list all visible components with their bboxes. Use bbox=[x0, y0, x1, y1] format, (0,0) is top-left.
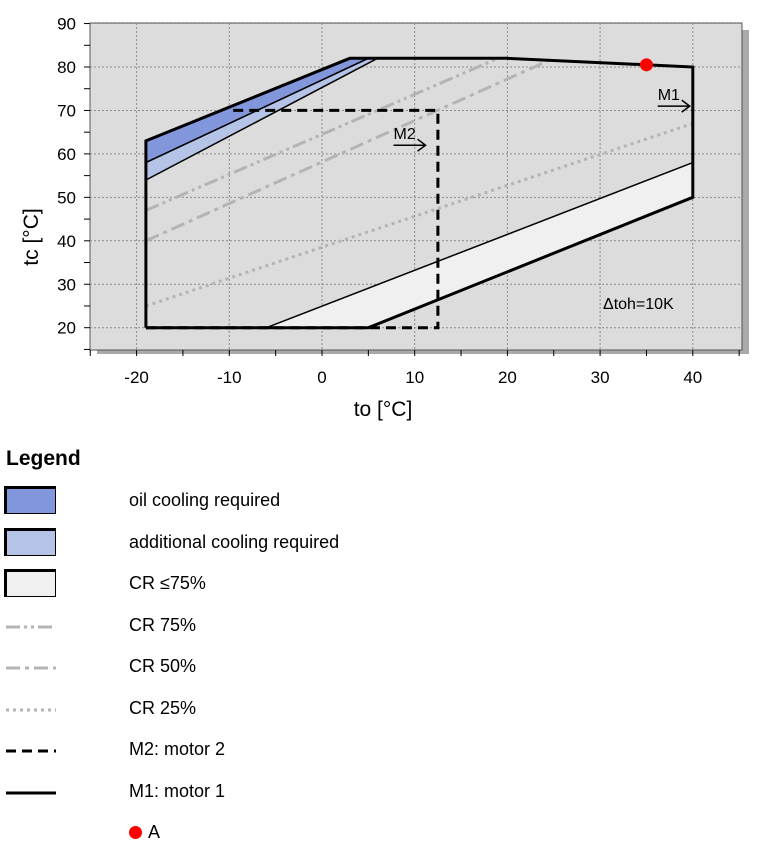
y-tick-label: 80 bbox=[57, 58, 76, 77]
x-tick-label: 40 bbox=[683, 368, 702, 387]
capacity-lines bbox=[145, 56, 694, 308]
envelope-m1-motor-1 bbox=[144, 56, 695, 330]
legend-swatch bbox=[4, 527, 56, 556]
legend-item: additional cooling required bbox=[0, 524, 760, 564]
x-tick-label: 0 bbox=[317, 368, 326, 387]
legend-item: CR 75% bbox=[0, 607, 760, 647]
x-tick-label: -20 bbox=[124, 368, 149, 387]
y-tick-label: 60 bbox=[57, 145, 76, 164]
legend-label: M1: motor 1 bbox=[129, 780, 226, 801]
legend-title: Legend bbox=[6, 447, 81, 470]
line-cr-50 bbox=[145, 56, 555, 243]
legend-swatch bbox=[6, 708, 56, 711]
legend-label: A bbox=[129, 822, 160, 843]
line-cr-25 bbox=[145, 122, 694, 308]
x-tick-label: -10 bbox=[217, 368, 242, 387]
legend-swatch bbox=[6, 791, 56, 794]
y-tick-labels: 20 30 40 50 60 70 80 90 bbox=[57, 15, 76, 338]
x-axis-label: to [°C] bbox=[354, 398, 413, 421]
legend-item: CR 25% bbox=[0, 690, 760, 730]
arrows: M1 M2 bbox=[393, 87, 691, 152]
y-tick-label: 90 bbox=[57, 15, 76, 34]
legend-label: oil cooling required bbox=[129, 490, 281, 510]
legend-item: M1: motor 1 bbox=[0, 773, 760, 813]
legend-label: CR 25% bbox=[129, 697, 197, 718]
legend-swatch-box bbox=[4, 486, 56, 514]
legend-item: M2: motor 2 bbox=[0, 731, 760, 771]
x-tick-labels: -20 -10 0 10 20 30 40 bbox=[124, 368, 702, 387]
legend-swatch bbox=[6, 749, 56, 753]
y-tick-label: 20 bbox=[57, 319, 76, 338]
legend-swatch bbox=[4, 569, 56, 597]
x-tick-label: 10 bbox=[405, 368, 424, 387]
y-tick-label: 40 bbox=[57, 232, 76, 251]
y-tick-label: 70 bbox=[57, 101, 76, 120]
arrow-label-m1: M1 bbox=[658, 87, 680, 104]
annotation-dtoh: Δtoh=10K bbox=[603, 296, 674, 313]
arrow-head bbox=[417, 138, 427, 152]
legend-label: CR 75% bbox=[129, 614, 197, 635]
legend-swatch bbox=[6, 666, 56, 670]
x-tick-label: 30 bbox=[591, 368, 610, 387]
legend-item: CR 50% bbox=[0, 648, 760, 688]
legend-point-a-label: A bbox=[148, 822, 161, 842]
legend-item: CR ≤75% bbox=[0, 565, 760, 605]
legend-item: oil cooling required bbox=[0, 482, 760, 522]
envelopes bbox=[144, 56, 695, 330]
point-a bbox=[639, 58, 653, 72]
legend-label: CR 50% bbox=[129, 656, 197, 676]
x-tick-label: 20 bbox=[498, 368, 517, 387]
legend-item: A bbox=[0, 814, 760, 854]
legend-label: additional cooling required bbox=[129, 531, 340, 552]
arrow-head bbox=[681, 99, 691, 113]
y-tick-label: 30 bbox=[57, 275, 76, 294]
legend-label: CR ≤75% bbox=[129, 573, 206, 593]
legend-label: M2: motor 2 bbox=[129, 739, 226, 759]
legend-swatch bbox=[4, 486, 56, 514]
y-axis-label: tc [°C] bbox=[20, 208, 43, 265]
legend-swatch-box bbox=[4, 527, 56, 556]
legend-swatch bbox=[6, 625, 56, 628]
envelope-chart: M1 M2 -20 -10 0 10 20 30 40 20 30 40 50 60 70 80 90 to… bbox=[20, 15, 749, 421]
legend-point-a-icon bbox=[129, 826, 142, 839]
point-a-group bbox=[639, 58, 653, 72]
arrow-label-m2: M2 bbox=[394, 126, 416, 143]
y-tick-label: 50 bbox=[57, 188, 76, 207]
envelope-m2-motor-2 bbox=[145, 108, 440, 330]
legend-swatch-box bbox=[4, 569, 56, 597]
